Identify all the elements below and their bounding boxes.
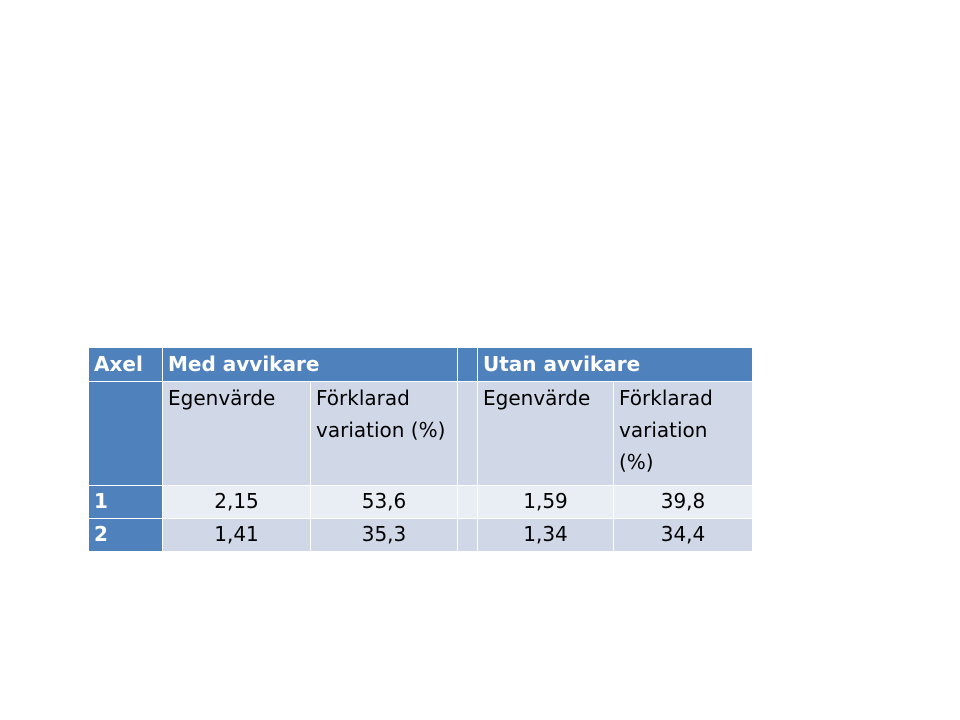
table-row: 1 2,15 53,6 1,59 39,8 <box>88 485 753 519</box>
table-subheader-row: Egenvärde Förklarad variation (%) Egenvä… <box>88 381 753 486</box>
spacer-cell <box>457 518 478 552</box>
explained-variation-without-cell: 34,4 <box>613 518 753 552</box>
spacer-cell <box>457 347 478 382</box>
spacer-cell <box>457 485 478 519</box>
explained-variation-with-cell: 35,3 <box>310 518 458 552</box>
eigenvalue-with-cell: 1,41 <box>162 518 311 552</box>
eigenvalue-with-cell: 2,15 <box>162 485 311 519</box>
explained-variation-header-with: Förklarad variation (%) <box>310 381 458 486</box>
eigenvalue-without-cell: 1,34 <box>477 518 614 552</box>
table-header-row: Axel Med avvikare Utan avvikare <box>88 347 753 382</box>
explained-variation-without-cell: 39,8 <box>613 485 753 519</box>
group-header-without-outliers: Utan avvikare <box>477 347 753 382</box>
eigenvalue-header-without: Egenvärde <box>477 381 614 486</box>
axel-header: Axel <box>88 347 163 382</box>
axis-label-cell <box>88 381 163 486</box>
eigenvalue-without-cell: 1,59 <box>477 485 614 519</box>
group-header-with-outliers: Med avvikare <box>162 347 458 382</box>
explained-variation-header-without: Förklarad variation (%) <box>613 381 753 486</box>
axis-number-cell: 1 <box>88 485 163 519</box>
spacer-cell <box>457 381 478 486</box>
pca-results-table: Axel Med avvikare Utan avvikare Egenvärd… <box>88 347 753 552</box>
explained-variation-with-cell: 53,6 <box>310 485 458 519</box>
table-row: 2 1,41 35,3 1,34 34,4 <box>88 518 753 552</box>
eigenvalue-header-with: Egenvärde <box>162 381 311 486</box>
axis-number-cell: 2 <box>88 518 163 552</box>
